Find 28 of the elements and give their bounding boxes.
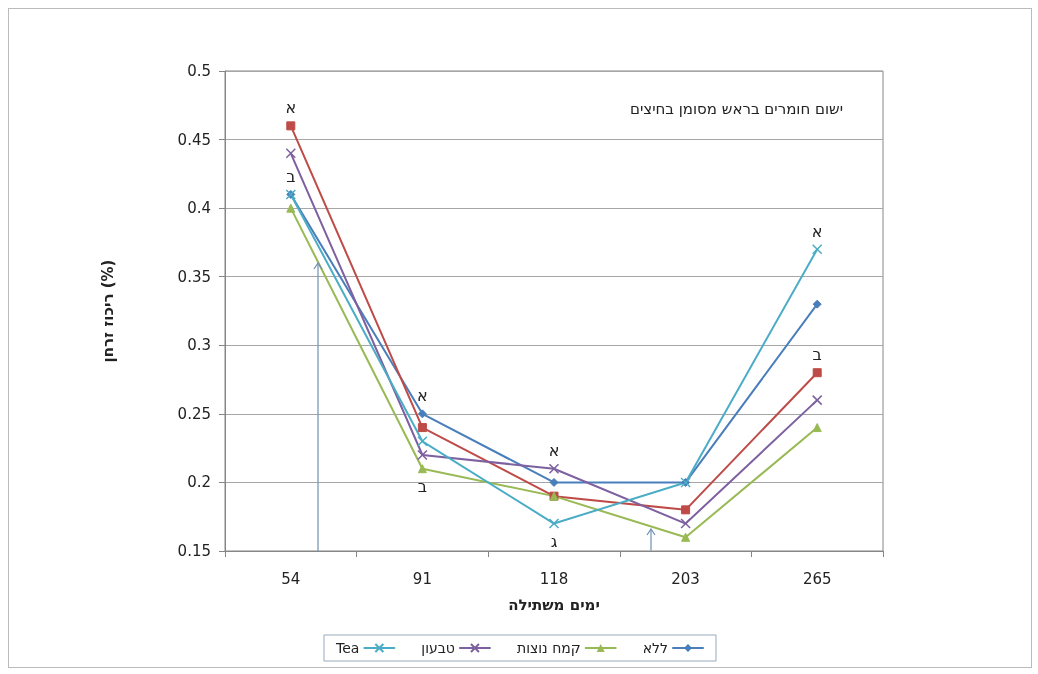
y-tick-label: 0.5 [187,62,211,80]
annotation: א [417,386,428,406]
legend-label: טבעון [421,640,455,656]
y-axis-title: ריכוז זרחן (%) [98,259,117,363]
annotation: ישום חומרים בראש מסומן בחיצים [629,99,844,118]
y-tick-label: 0.45 [177,130,211,149]
y-tick-label: 0.15 [177,542,211,560]
annotation: ג [550,532,558,552]
legend-label: Tea [335,640,360,656]
annotation: ב [417,477,428,497]
y-tick-label: 0.35 [177,267,211,286]
legend-label: ללא [642,640,668,656]
annotation: ב [812,345,822,365]
x-axis-title: ימים משתילה [508,595,600,614]
x-tick-label: 265 [802,569,832,588]
annotation: א [548,441,560,461]
annotation: א [285,98,297,118]
x-tick-label: 118 [539,569,569,588]
y-tick-label: 0.2 [187,473,211,492]
y-tick-label: 0.4 [187,199,211,218]
legend-label: קמח נוצות [516,640,581,656]
annotation: א [811,221,823,241]
x-tick-label: 203 [671,569,700,588]
y-tick-label: 0.3 [187,336,211,355]
x-tick-label: 54 [281,569,301,588]
y-tick-label: 0.25 [177,404,211,423]
x-tick-label: 91 [412,569,432,588]
annotation: ב [286,166,296,186]
